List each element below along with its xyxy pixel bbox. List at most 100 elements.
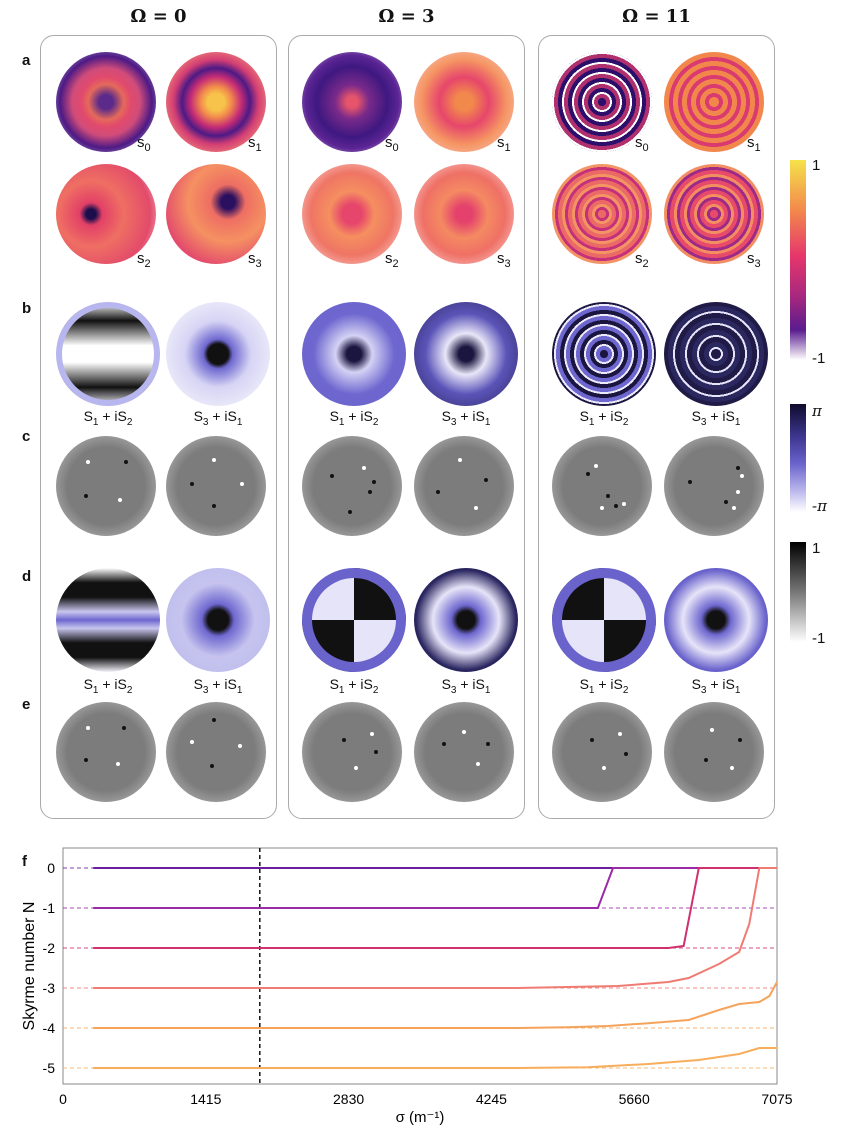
gray-colorbar-max: 1 <box>812 540 821 557</box>
row-label-c: c <box>22 428 31 445</box>
singularity-dot <box>116 762 120 766</box>
phase-s1is2-omega11-b <box>552 302 656 406</box>
label-s1-plus-is2: S1 + iS2 <box>579 676 629 696</box>
label-s2: s2 <box>137 250 151 270</box>
panel-omega-0 <box>40 35 277 819</box>
singularity-dot <box>614 504 618 508</box>
singularity-dot <box>122 726 126 730</box>
row-label-f: f <box>22 853 27 870</box>
singularity-dot <box>212 458 216 462</box>
singularity-dot <box>590 738 594 742</box>
singularity-map-c <box>552 436 652 536</box>
singularity-dot <box>732 506 736 510</box>
singularity-map-e <box>414 702 514 802</box>
stokes-s3-omega0 <box>166 164 266 264</box>
label-s0: s0 <box>137 134 151 154</box>
row-label-e: e <box>22 696 31 713</box>
plot-area <box>62 847 778 1085</box>
phase-s1is2-omega0-d <box>56 568 160 672</box>
singularity-map-e <box>552 702 652 802</box>
label-s0: s0 <box>385 134 399 154</box>
series-line-2 <box>93 867 777 949</box>
phase-s3is1-omega3-d <box>414 568 518 672</box>
singularity-map-c <box>664 436 764 536</box>
label-s1-plus-is2: S1 + iS2 <box>83 676 133 696</box>
singularity-dot <box>474 506 478 510</box>
label-s3: s3 <box>497 250 511 270</box>
phase-colorbar-min: -π <box>812 497 827 515</box>
phase-s1is2-omega3-b <box>302 302 406 406</box>
phase-s3is1-omega0-d <box>166 568 270 672</box>
singularity-dot <box>736 466 740 470</box>
series-line-3 <box>93 867 777 989</box>
singularity-dot <box>688 480 692 484</box>
singularity-map-e <box>664 702 764 802</box>
stokes-s1-omega0 <box>166 52 266 152</box>
stokes-colorbar-max: 1 <box>812 157 821 174</box>
x-axis-label: σ (m⁻¹) <box>396 1109 445 1126</box>
x-tick-label: 4245 <box>476 1091 507 1107</box>
singularity-dot <box>348 510 352 514</box>
singularity-dot <box>724 500 728 504</box>
singularity-dot <box>368 490 372 494</box>
phase-s1is2-omega11-d <box>552 568 656 672</box>
singularity-dot <box>212 504 216 508</box>
singularity-dot <box>602 766 606 770</box>
label-s3-plus-is1: S3 + iS1 <box>193 676 243 696</box>
label-s1: s1 <box>248 134 262 154</box>
singularity-map-e <box>302 702 402 802</box>
stokes-s0-omega11 <box>552 52 652 152</box>
singularity-dot <box>484 478 488 482</box>
singularity-dot <box>190 740 194 744</box>
panel-omega-3 <box>288 35 525 819</box>
singularity-dot <box>118 498 122 502</box>
label-s3-plus-is1: S3 + iS1 <box>691 408 741 428</box>
series-line-5 <box>93 1047 777 1069</box>
singularity-dot <box>84 494 88 498</box>
singularity-dot <box>210 764 214 768</box>
singularity-dot <box>710 728 714 732</box>
singularity-dot <box>618 732 622 736</box>
stokes-s3-omega11 <box>664 164 764 264</box>
stokes-s1-omega11 <box>664 52 764 152</box>
singularity-dot <box>462 730 466 734</box>
singularity-dot <box>374 750 378 754</box>
y-tick-label: -1 <box>43 900 56 916</box>
stokes-s2-omega0 <box>56 164 156 264</box>
label-s0: s0 <box>635 134 649 154</box>
singularity-dot <box>436 490 440 494</box>
label-s1: s1 <box>497 134 511 154</box>
column-title-omega-3: Ω = 3 <box>378 6 435 27</box>
singularity-map-c <box>166 436 266 536</box>
y-tick-label: -4 <box>43 1020 56 1036</box>
singularity-dot <box>190 482 194 486</box>
singularity-dot <box>240 482 244 486</box>
label-s1-plus-is2: S1 + iS2 <box>329 676 379 696</box>
phase-s3is1-omega3-b <box>414 302 518 406</box>
gray-colorbar <box>790 542 806 642</box>
row-label-a: a <box>22 52 31 69</box>
x-tick-label: 7075 <box>761 1091 792 1107</box>
singularity-dot <box>124 460 128 464</box>
phase-s3is1-omega11-b <box>664 302 768 406</box>
singularity-dot <box>624 752 628 756</box>
label-s1-plus-is2: S1 + iS2 <box>329 408 379 428</box>
phase-s1is2-omega0-b <box>56 302 160 406</box>
singularity-dot <box>738 738 742 742</box>
singularity-dot <box>84 758 88 762</box>
singularity-dot <box>212 718 216 722</box>
label-s3-plus-is1: S3 + iS1 <box>441 676 491 696</box>
singularity-map-c <box>302 436 402 536</box>
row-label-b: b <box>22 300 32 317</box>
x-tick-label: 5660 <box>619 1091 650 1107</box>
stokes-colorbar-min: -1 <box>812 350 826 367</box>
singularity-dot <box>86 460 90 464</box>
x-tick-label: 1415 <box>190 1091 221 1107</box>
phase-s3is1-omega11-d <box>664 568 768 672</box>
y-tick-label: 0 <box>47 860 55 876</box>
singularity-map-e <box>166 702 266 802</box>
column-title-omega-0: Ω = 0 <box>130 6 187 27</box>
y-axis-label: Skyrme number N <box>21 902 38 1031</box>
singularity-dot <box>600 506 604 510</box>
label-s1-plus-is2: S1 + iS2 <box>579 408 629 428</box>
